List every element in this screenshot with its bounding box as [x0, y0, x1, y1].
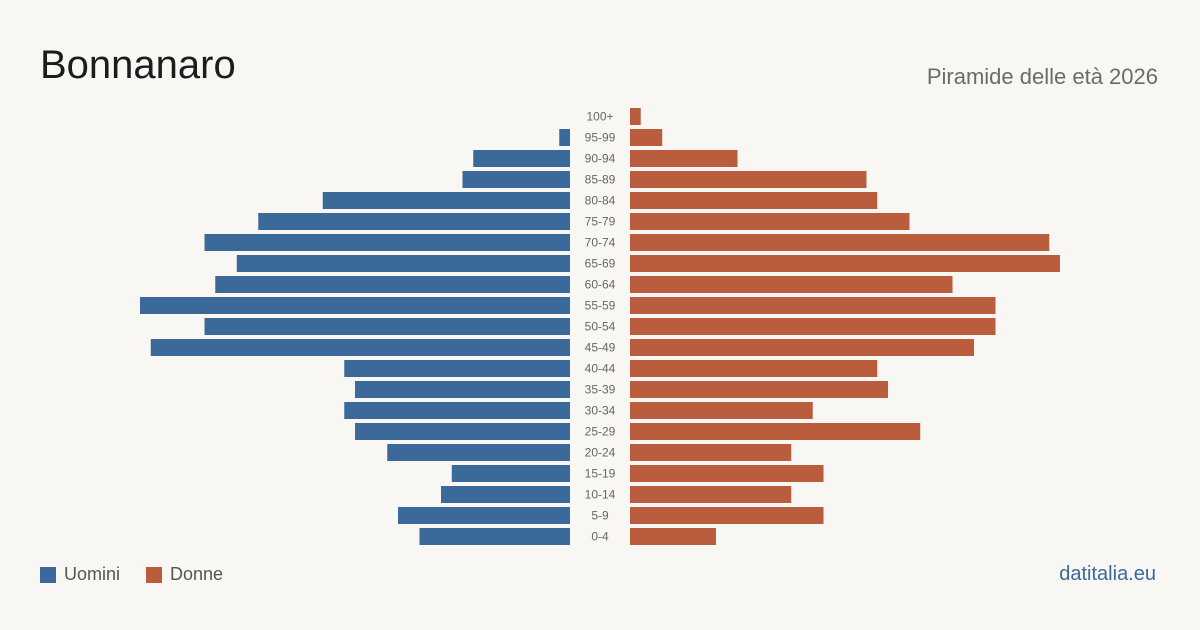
age-label-90-94: 90-94 — [585, 152, 616, 166]
bar-female-25-29 — [630, 423, 921, 440]
bar-female-50-54 — [630, 318, 996, 335]
age-label-10-14: 10-14 — [585, 488, 616, 502]
bar-male-85-89 — [462, 171, 570, 188]
legend-item-female: Donne — [146, 564, 223, 585]
bar-male-35-39 — [355, 381, 570, 398]
bar-male-50-54 — [204, 318, 570, 335]
legend-label-male: Uomini — [64, 564, 121, 584]
bar-female-95-99 — [630, 129, 663, 146]
legend-item-male: Uomini — [40, 564, 120, 585]
bar-female-60-64 — [630, 276, 953, 293]
bar-male-80-84 — [322, 192, 570, 209]
age-label-60-64: 60-64 — [585, 278, 616, 292]
bar-female-0-4 — [630, 528, 716, 545]
bar-female-100+ — [630, 108, 641, 125]
bar-female-35-39 — [630, 381, 888, 398]
bar-female-5-9 — [630, 507, 824, 524]
bar-male-25-29 — [355, 423, 570, 440]
legend-swatch-female — [146, 566, 163, 583]
source-link[interactable]: datitalia.eu — [1059, 563, 1156, 585]
legend-swatch-male — [40, 566, 56, 583]
age-label-75-79: 75-79 — [585, 215, 616, 229]
age-label-30-34: 30-34 — [585, 404, 616, 418]
age-label-15-19: 15-19 — [585, 467, 616, 481]
age-label-5-9: 5-9 — [591, 509, 609, 523]
age-label-95-99: 95-99 — [585, 131, 616, 145]
age-label-0-4: 0-4 — [591, 530, 609, 544]
bar-male-40-44 — [344, 360, 570, 377]
age-label-100+: 100+ — [586, 110, 613, 124]
bar-female-85-89 — [630, 171, 867, 188]
bar-female-20-24 — [630, 444, 792, 461]
age-label-35-39: 35-39 — [585, 383, 616, 397]
bar-male-55-59 — [140, 297, 570, 314]
bar-female-10-14 — [630, 486, 792, 503]
age-label-85-89: 85-89 — [585, 173, 616, 187]
bar-female-90-94 — [630, 150, 738, 167]
bar-female-30-34 — [630, 402, 813, 419]
bar-male-5-9 — [398, 507, 570, 524]
bar-female-80-84 — [630, 192, 878, 209]
bar-female-65-69 — [630, 255, 1060, 272]
bar-male-20-24 — [387, 444, 570, 461]
age-label-20-24: 20-24 — [585, 446, 616, 460]
bar-male-15-19 — [451, 465, 570, 482]
legend: Uomini Donne — [40, 564, 249, 585]
bar-male-0-4 — [419, 528, 570, 545]
bar-male-90-94 — [473, 150, 570, 167]
bar-female-55-59 — [630, 297, 996, 314]
chart-subtitle: Piramide delle età 2026 — [926, 64, 1158, 89]
bar-male-95-99 — [559, 129, 570, 146]
bar-female-15-19 — [630, 465, 824, 482]
bar-male-30-34 — [344, 402, 570, 419]
bar-female-70-74 — [630, 234, 1050, 251]
bar-male-65-69 — [236, 255, 570, 272]
age-label-80-84: 80-84 — [585, 194, 616, 208]
bar-male-10-14 — [441, 486, 570, 503]
legend-label-female: Donne — [170, 564, 224, 584]
bar-female-45-49 — [630, 339, 974, 356]
age-label-55-59: 55-59 — [585, 299, 616, 313]
age-label-25-29: 25-29 — [585, 425, 616, 439]
age-label-70-74: 70-74 — [585, 236, 616, 250]
age-label-65-69: 65-69 — [585, 257, 616, 271]
age-label-50-54: 50-54 — [585, 320, 616, 334]
bar-male-45-49 — [150, 339, 570, 356]
bar-male-60-64 — [215, 276, 570, 293]
bar-male-70-74 — [204, 234, 570, 251]
bar-male-75-79 — [258, 213, 570, 230]
bar-female-75-79 — [630, 213, 910, 230]
age-label-45-49: 45-49 — [585, 341, 616, 355]
chart-title: Bonnanaro — [40, 43, 236, 87]
age-label-40-44: 40-44 — [585, 362, 616, 376]
bar-female-40-44 — [630, 360, 878, 377]
